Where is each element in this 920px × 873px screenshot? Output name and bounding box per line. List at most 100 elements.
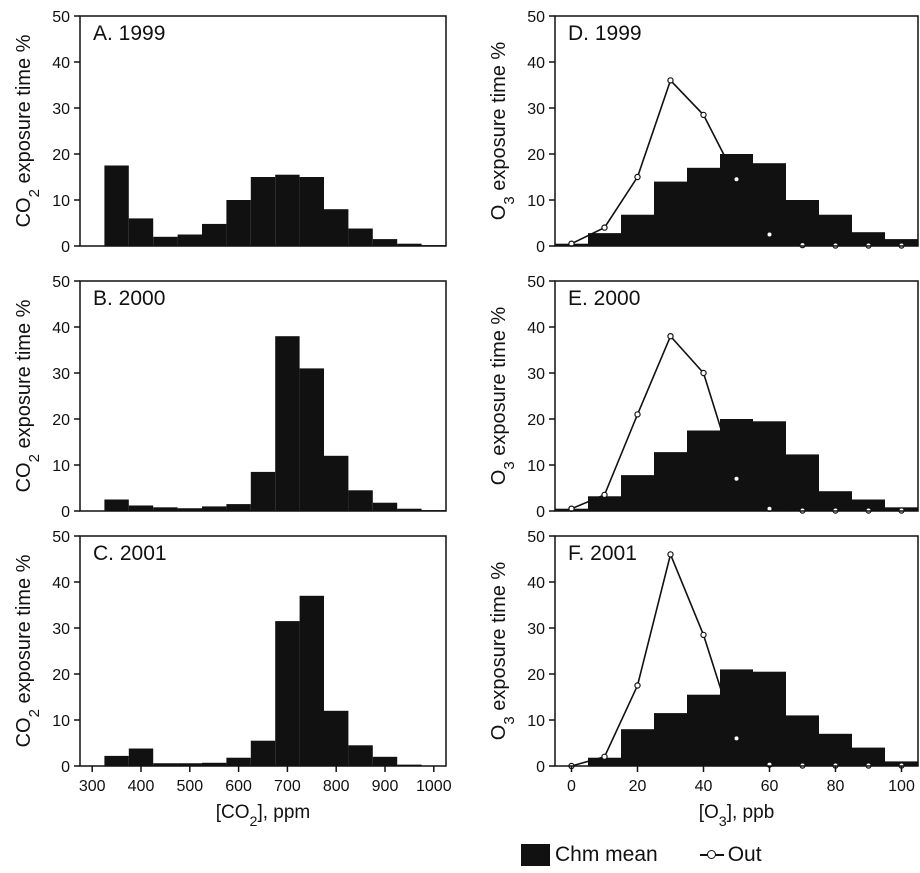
panel-d: 0 10 20 30 40 50 D. 1999 O3 exposure time %: [488, 9, 919, 256]
histogram-bar: [786, 200, 819, 246]
x-tick-label: 0: [567, 778, 576, 795]
histogram-bar: [819, 733, 852, 766]
histogram-bar: [621, 729, 654, 766]
panel-label: A. 1999: [93, 22, 165, 45]
x-tick-label: 1000: [416, 778, 452, 795]
histogram-bar: [250, 177, 276, 246]
x-tick-label: 20: [629, 778, 647, 795]
histogram-bar: [202, 506, 227, 511]
y-tick-label: 0: [536, 504, 545, 521]
legend-item-chm-mean: Chm mean: [521, 843, 658, 867]
panel-b: 0 10 20 30 40 50 B. 2000 CO2 exposure time %: [13, 274, 447, 521]
out-point: [799, 241, 806, 249]
histogram-bar: [202, 223, 227, 246]
y-tick-label: 40: [527, 575, 545, 592]
histogram-bar: [786, 454, 819, 511]
histogram-bar: [275, 621, 300, 766]
histogram-bar: [250, 740, 276, 766]
y-tick-label: 20: [52, 147, 70, 164]
legend: Chm mean Out: [521, 842, 762, 868]
histogram-bar: [128, 218, 154, 246]
histogram-bar: [275, 174, 300, 246]
histogram-bar: [588, 757, 621, 766]
y-tick-label: 30: [52, 101, 70, 118]
y-tick-label: 20: [527, 667, 545, 684]
y-tick-label: 30: [52, 366, 70, 383]
histogram-bar: [348, 228, 373, 246]
histogram-bar: [720, 669, 753, 766]
figure: 0 10 20 30 40 50 A. 1999 CO2 exposure time % 0 10…: [13, 9, 919, 830]
y-axis-title: CO2 exposure time %: [13, 34, 43, 227]
y-tick-label: 0: [61, 759, 70, 776]
y-tick-label: 20: [52, 667, 70, 684]
out-point: [634, 173, 641, 181]
panel-c: 0 10 20 30 40 50 300 400 500 600 700 800 900 1000 C. 2…: [13, 529, 452, 830]
histogram-bar: [852, 747, 885, 766]
histogram-bar: [753, 421, 786, 511]
y-tick-label: 50: [52, 529, 70, 546]
y-tick-label: 10: [52, 458, 70, 475]
y-tick-label: 10: [527, 713, 545, 730]
plot-frame: [554, 15, 919, 247]
histogram-bar: [299, 595, 324, 766]
x-axis-title: [CO2], ppm: [216, 802, 311, 830]
histogram-bar: [621, 475, 654, 511]
y-tick-label: 40: [527, 320, 545, 337]
histogram-bar: [852, 232, 885, 246]
out-point: [766, 231, 773, 238]
y-axis-title: CO2 exposure time %: [13, 554, 43, 747]
y-tick-label: 0: [61, 239, 70, 256]
histogram-bar: [128, 748, 154, 766]
out-point: [601, 753, 608, 761]
y-axis-title: O3 exposure time %: [488, 562, 518, 741]
legend-item-out: Out: [699, 843, 762, 867]
panel-label: F. 2001: [568, 542, 637, 565]
panel-a: 0 10 20 30 40 50 A. 1999 CO2 exposure time %: [13, 9, 447, 256]
y-tick-label: 0: [61, 504, 70, 521]
y-tick-label: 40: [527, 55, 545, 72]
x-tick-label: 100: [888, 778, 915, 795]
y-tick-label: 50: [527, 274, 545, 291]
y-axis-title: CO2 exposure time %: [13, 299, 43, 492]
panel-label: B. 2000: [93, 287, 165, 310]
histogram-bar: [177, 234, 202, 246]
histogram-bar: [852, 499, 885, 511]
out-point: [733, 475, 740, 482]
y-tick-label: 40: [52, 55, 70, 72]
y-tick-label: 30: [527, 621, 545, 638]
x-tick-label: 40: [695, 778, 713, 795]
histogram-bar: [177, 508, 202, 511]
plot-frame: [79, 15, 447, 247]
histogram-bar: [819, 214, 852, 246]
histogram-bar: [104, 755, 129, 766]
legend-label-chm-mean: Chm mean: [555, 843, 658, 866]
histogram-bar: [621, 214, 654, 246]
out-point: [601, 491, 608, 499]
y-tick-label: 50: [52, 9, 70, 26]
histogram-bar: [324, 710, 349, 766]
histogram-bar: [372, 239, 398, 246]
histogram-bar: [153, 236, 178, 246]
x-tick-label: 800: [323, 778, 350, 795]
histogram-bar: [226, 757, 251, 766]
histogram-bar: [687, 694, 720, 766]
histogram-bar: [202, 762, 227, 766]
out-line-marker: [699, 844, 724, 866]
out-point: [667, 77, 674, 84]
y-tick-label: 20: [527, 147, 545, 164]
chm-mean-swatch: [521, 844, 550, 866]
legend-label-out: Out: [727, 843, 762, 866]
histogram-bar: [275, 336, 300, 511]
histogram-bar: [753, 671, 786, 766]
panel-label: D. 1999: [568, 22, 642, 45]
y-tick-label: 40: [52, 320, 70, 337]
y-tick-label: 30: [527, 101, 545, 118]
panel-e: 0 10 20 30 40 50 E. 2000 O3 exposure time %: [488, 274, 919, 521]
x-tick-label: 300: [79, 778, 106, 795]
out-point: [634, 682, 641, 689]
out-point: [667, 551, 674, 558]
histogram-bar: [348, 490, 373, 511]
histogram-bar: [687, 430, 720, 511]
y-tick-label: 50: [527, 9, 545, 26]
histogram-bar: [397, 508, 422, 511]
